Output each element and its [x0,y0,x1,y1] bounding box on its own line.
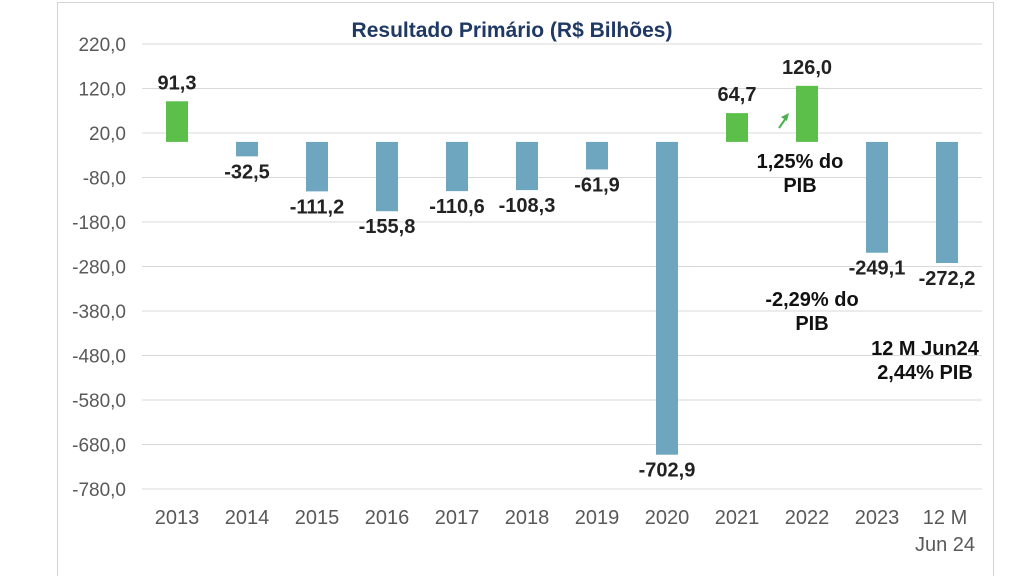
bar-2017 [446,141,468,192]
x-axis: 2013 2014 2015 2016 2017 2018 2019 2020 2021 2022… [155,507,975,556]
bar-2021 [726,113,748,142]
grid-lines [142,43,982,490]
x-tick-label: 2022 [785,507,830,529]
annotation-text: 12 M Jun24 [871,338,980,360]
annotation-text: PIB [795,313,828,335]
y-tick-label: -380,0 [72,302,126,323]
x-tick-label: 12 M [923,507,967,529]
x-tick-label: 2023 [855,507,900,529]
x-tick-label: 2019 [575,507,620,529]
bar-2013 [166,101,188,142]
data-label: -110,6 [429,196,485,218]
data-label: 126,0 [782,57,832,79]
y-tick-label: 220,0 [78,35,126,56]
data-label: -702,9 [639,460,696,482]
data-label: -32,5 [224,161,270,183]
arrow-head-icon [781,113,789,121]
arrow-up-icon [778,117,787,129]
x-tick-label: 2020 [645,507,690,529]
y-tick-label: 20,0 [89,124,126,145]
bar-2018 [516,141,538,191]
chart-frame [57,2,994,576]
data-label: -272,2 [919,268,976,290]
y-tick-label: -280,0 [72,258,126,279]
annotation-text: PIB [783,175,816,197]
bars [166,85,958,455]
data-label: 64,7 [718,84,757,106]
data-label: -155,8 [359,216,416,238]
y-tick-label: -680,0 [72,436,126,457]
annotation-text: 2,44% PIB [877,362,973,384]
x-tick-label: 2013 [155,507,200,529]
x-tick-label: 2016 [365,507,410,529]
y-tick-label: 120,0 [78,80,126,101]
bar-2022 [796,85,818,142]
bar-2016 [376,141,398,212]
annotation-text: -2,29% do [765,289,858,311]
bar-12-m-jun-24 [936,141,958,264]
y-tick-label: -80,0 [83,169,126,190]
x-tick-label: 2014 [225,507,270,529]
bar-2014 [236,141,258,157]
bar-2015 [306,141,328,192]
data-labels: 91,3 -32,5 -111,2 -155,8 -110,6 -108,3 -61,9 -7… [158,57,976,482]
data-label: -108,3 [499,195,556,217]
y-tick-label: -580,0 [72,391,126,412]
data-label: -61,9 [574,174,620,196]
data-label: 91,3 [158,72,197,94]
data-label: -111,2 [290,196,345,218]
bar-2019 [586,141,608,170]
x-tick-label: 2015 [295,507,340,529]
annotation-text: 1,25% do [757,151,844,173]
y-tick-label: -780,0 [72,480,126,501]
chart-title: Resultado Primário (R$ Bilhões) [352,19,673,42]
x-tick-label: Jun 24 [915,534,975,556]
y-tick-label: -480,0 [72,347,126,368]
x-tick-label: 2017 [435,507,480,529]
y-axis: 220,0 120,0 20,0 -80,0 -180,0 -280,0 -380,0 -48… [72,35,126,501]
y-tick-label: -180,0 [72,213,126,234]
bar-2020 [656,141,678,455]
x-tick-label: 2021 [715,507,760,529]
bar-2023 [866,141,888,253]
x-tick-label: 2018 [505,507,550,529]
data-label: -249,1 [849,258,906,280]
